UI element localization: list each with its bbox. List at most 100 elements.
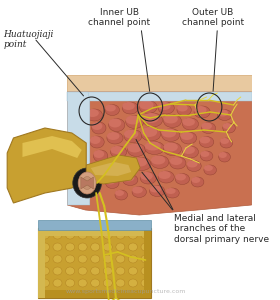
Ellipse shape [164,115,181,128]
Ellipse shape [122,102,138,114]
Ellipse shape [78,267,87,275]
Ellipse shape [204,165,216,175]
Ellipse shape [191,177,204,187]
Ellipse shape [175,173,186,181]
Ellipse shape [105,104,116,112]
Polygon shape [38,220,151,230]
Ellipse shape [73,168,102,198]
Ellipse shape [128,143,146,157]
Ellipse shape [94,150,108,162]
Ellipse shape [187,160,201,172]
Ellipse shape [133,158,147,166]
Ellipse shape [91,267,100,275]
Ellipse shape [126,116,144,128]
Ellipse shape [182,118,195,126]
Ellipse shape [145,142,161,151]
Ellipse shape [140,172,153,180]
Ellipse shape [200,151,209,157]
Ellipse shape [116,160,129,168]
Ellipse shape [141,127,157,137]
Ellipse shape [53,243,62,251]
Ellipse shape [116,279,125,287]
Ellipse shape [129,255,137,263]
Ellipse shape [103,243,112,251]
Ellipse shape [116,231,125,239]
Ellipse shape [133,158,151,170]
Ellipse shape [151,155,165,164]
Ellipse shape [40,279,49,287]
Ellipse shape [99,164,113,176]
Ellipse shape [177,104,188,112]
Ellipse shape [201,122,212,130]
Text: www.sportsmedicineacupuncture.com: www.sportsmedicineacupuncture.com [66,289,186,294]
Ellipse shape [123,175,138,185]
Ellipse shape [91,231,100,239]
Ellipse shape [129,279,137,287]
Ellipse shape [94,150,104,158]
Ellipse shape [106,178,119,188]
Ellipse shape [141,255,150,263]
Ellipse shape [182,118,199,130]
Ellipse shape [219,152,227,158]
Ellipse shape [66,255,74,263]
Ellipse shape [187,160,198,167]
Ellipse shape [162,128,180,142]
Ellipse shape [53,279,62,287]
Ellipse shape [158,102,174,114]
Ellipse shape [92,122,102,130]
Ellipse shape [181,132,197,144]
Ellipse shape [132,187,146,197]
Ellipse shape [90,136,101,144]
Ellipse shape [129,267,137,275]
Ellipse shape [220,138,229,144]
Ellipse shape [139,100,157,113]
Ellipse shape [90,136,104,148]
Ellipse shape [115,190,128,200]
Text: Outer UB
channel point: Outer UB channel point [182,8,244,27]
Ellipse shape [78,172,96,194]
Ellipse shape [91,243,100,251]
Ellipse shape [140,172,156,184]
Ellipse shape [107,132,123,144]
Polygon shape [144,228,151,298]
Ellipse shape [158,102,171,110]
Text: Inner UB
channel point: Inner UB channel point [88,8,151,27]
Ellipse shape [182,146,195,154]
Ellipse shape [53,231,62,239]
Ellipse shape [164,142,181,155]
Ellipse shape [78,243,87,251]
Ellipse shape [158,171,171,179]
Ellipse shape [115,190,124,196]
Ellipse shape [86,109,99,117]
Polygon shape [7,128,86,203]
Ellipse shape [103,231,112,239]
Ellipse shape [91,255,100,263]
Ellipse shape [223,123,232,129]
Ellipse shape [40,243,49,251]
Ellipse shape [150,185,161,193]
Ellipse shape [139,100,154,109]
Polygon shape [81,177,94,189]
Ellipse shape [103,255,112,263]
Text: Huatuojiaji
point: Huatuojiaji point [4,30,54,50]
Ellipse shape [217,110,228,116]
Ellipse shape [116,243,125,251]
Ellipse shape [170,157,182,165]
Ellipse shape [151,155,169,169]
Ellipse shape [141,243,150,251]
Ellipse shape [217,110,232,121]
Ellipse shape [158,171,174,183]
Ellipse shape [129,231,137,239]
Text: Medial and lateral
branches of the
dorsal primary nerve: Medial and lateral branches of the dorsa… [174,214,269,244]
Ellipse shape [164,142,178,152]
Ellipse shape [170,157,186,169]
Ellipse shape [66,243,74,251]
Ellipse shape [103,267,112,275]
Ellipse shape [92,122,106,134]
Ellipse shape [132,187,143,194]
Ellipse shape [105,104,120,116]
Ellipse shape [109,118,121,127]
Ellipse shape [177,104,191,116]
Ellipse shape [143,113,163,127]
Ellipse shape [191,177,200,183]
